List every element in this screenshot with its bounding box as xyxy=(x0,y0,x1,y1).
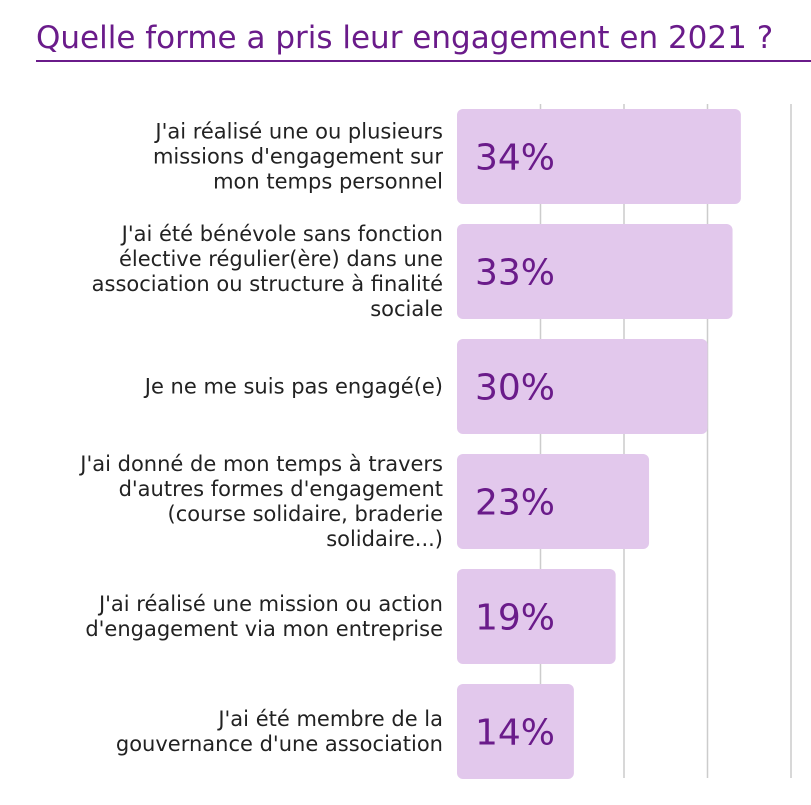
category-label-line: d'engagement via mon entreprise xyxy=(85,617,443,641)
bar-3 xyxy=(457,454,650,549)
category-label-line: solidaire...) xyxy=(326,527,443,551)
value-label-0: 34% xyxy=(475,138,555,179)
category-label-line: association ou structure à finalité xyxy=(92,272,443,296)
bar-5 xyxy=(457,684,574,779)
bars xyxy=(457,109,741,779)
category-label-line: mon temps personnel xyxy=(213,170,443,194)
bar-4 xyxy=(457,569,616,664)
category-label-5: J'ai été membre de la gouvernance d'une a… xyxy=(116,707,443,756)
chart-title: Quelle forme a pris leur engagement en 2… xyxy=(36,20,774,56)
category-label-line: J'ai réalisé une mission ou action xyxy=(97,592,443,616)
category-label-line: missions d'engagement sur xyxy=(153,145,443,169)
category-label-0: J'ai réalisé une ou plusieurs missions d'… xyxy=(153,120,443,194)
category-label-line: J'ai été membre de la xyxy=(216,707,443,731)
bar-0 xyxy=(457,109,741,204)
gridlines xyxy=(539,104,792,778)
value-label-5: 14% xyxy=(475,713,555,754)
title-underline xyxy=(36,60,811,62)
category-label-3: J'ai donné de mon temps à travers d'autre… xyxy=(78,452,443,551)
category-label-line: gouvernance d'une association xyxy=(116,732,443,756)
category-label-line: (course solidaire, braderie xyxy=(168,502,443,526)
category-label-2: Je ne me suis pas engagé(e) xyxy=(143,375,443,399)
category-label-line: Je ne me suis pas engagé(e) xyxy=(143,375,443,399)
bar-2 xyxy=(457,339,708,434)
category-label-4: J'ai réalisé une mission ou action d'enga… xyxy=(85,592,443,641)
category-label-1: J'ai été bénévole sans fonction élective … xyxy=(92,222,443,321)
value-label-1: 33% xyxy=(475,253,555,294)
value-label-3: 23% xyxy=(475,483,555,524)
category-label-line: J'ai été bénévole sans fonction xyxy=(120,222,443,246)
category-label-line: d'autres formes d'engagement xyxy=(119,477,443,501)
category-labels: J'ai réalisé une ou plusieurs missions d'… xyxy=(78,120,443,757)
value-label-4: 19% xyxy=(475,598,555,639)
bar-1 xyxy=(457,224,733,319)
category-label-line: J'ai réalisé une ou plusieurs xyxy=(153,120,443,144)
value-label-2: 30% xyxy=(475,368,555,409)
category-label-line: J'ai donné de mon temps à travers xyxy=(78,452,443,476)
value-labels: 34% 33% 30% 23% 19% 14% xyxy=(475,138,555,754)
category-label-line: sociale xyxy=(370,297,443,321)
category-label-line: élective régulier(ère) dans une xyxy=(119,247,443,271)
